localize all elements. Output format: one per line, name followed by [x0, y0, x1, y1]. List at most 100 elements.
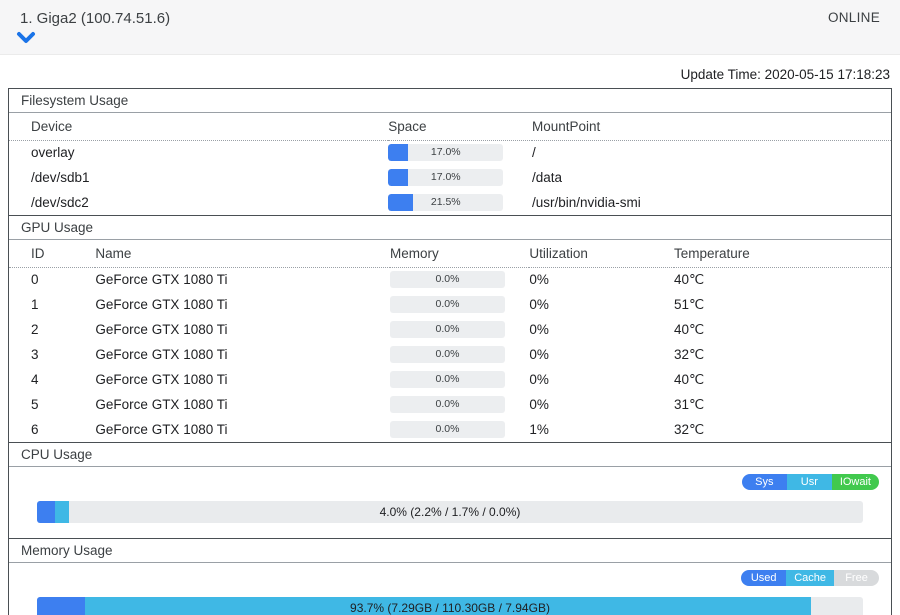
- gpu-id-cell: 5: [31, 397, 39, 412]
- column-header-space: Space: [388, 118, 427, 134]
- gpu-id-cell: 0: [31, 272, 39, 288]
- mountpoint-cell: /data: [532, 170, 563, 185]
- gpu-name-cell: GeForce GTX 1080 Ti: [95, 397, 228, 412]
- usage-bar-fill: [388, 194, 413, 211]
- gpu-memory-cell: 0.0%: [390, 292, 529, 317]
- usage-bar-fill: [388, 169, 408, 186]
- gpu-utilization-cell: 0%: [529, 397, 549, 412]
- bar-segment-sys: [37, 501, 56, 523]
- usage-bar-value: 0.0%: [435, 273, 460, 286]
- memory-usage-label: 93.7% (7.29GB / 110.30GB / 7.94GB): [350, 601, 550, 615]
- bar-segment-usr: [55, 501, 70, 523]
- gpu-memory-cell: 0.0%: [390, 392, 529, 417]
- gpu-utilization-cell: 0%: [529, 347, 549, 362]
- legend-item-iowait: IOwait: [831, 474, 879, 490]
- space-cell: 21.5%: [388, 190, 532, 215]
- gpu-row: 0 GeForce GTX 1080 Ti 0.0% 0% 40℃: [9, 267, 891, 292]
- usage-bar-value: 17.0%: [430, 171, 461, 183]
- cpu-usage-bar: 4.0% (2.2% / 1.7% / 0.0%): [37, 501, 863, 523]
- gpu-temperature-cell: 32℃: [674, 346, 705, 362]
- cpu-usage-label: 4.0% (2.2% / 1.7% / 0.0%): [379, 505, 521, 519]
- gpu-utilization-cell: 1%: [529, 422, 549, 437]
- status-badge: ONLINE: [827, 10, 880, 25]
- gpu-row: 2 GeForce GTX 1080 Ti 0.0% 0% 40℃: [9, 317, 891, 342]
- collapse-toggle[interactable]: [16, 31, 38, 47]
- filesystem-section-title: Filesystem Usage: [9, 89, 891, 113]
- usage-bar: 0.0%: [390, 421, 506, 438]
- gpu-id-cell: 1: [31, 297, 39, 312]
- gpu-utilization-cell: 0%: [529, 297, 549, 312]
- column-header-temperature: Temperature: [674, 245, 750, 261]
- cpu-section-title: CPU Usage: [9, 443, 891, 467]
- gpu-id-cell: 2: [31, 322, 39, 337]
- gpu-temperature-cell: 40℃: [674, 371, 705, 387]
- gpu-id-cell: 4: [31, 372, 39, 387]
- gpu-row: 1 GeForce GTX 1080 Ti 0.0% 0% 51℃: [9, 292, 891, 317]
- gpu-name-cell: GeForce GTX 1080 Ti: [95, 372, 228, 387]
- usage-bar-value: 0.0%: [435, 323, 460, 335]
- gpu-header-row: ID Name Memory Utilization Temperature: [9, 240, 891, 267]
- gpu-utilization-cell: 0%: [529, 272, 549, 288]
- space-cell: 17.0%: [388, 165, 532, 190]
- gpu-name-cell: GeForce GTX 1080 Ti: [95, 297, 228, 312]
- usage-bar-value: 0.0%: [435, 348, 460, 360]
- filesystem-row: /dev/sdb1 17.0% /data: [9, 165, 891, 190]
- gpu-temperature-cell: 32℃: [674, 421, 705, 437]
- gpu-row: 6 GeForce GTX 1080 Ti 0.0% 1% 32℃: [9, 417, 891, 442]
- column-header-utilization: Utilization: [529, 245, 588, 261]
- memory-usage-bar: 93.7% (7.29GB / 110.30GB / 7.94GB): [37, 597, 863, 615]
- gpu-utilization-cell: 0%: [529, 322, 549, 337]
- gpu-temperature-cell: 31℃: [674, 396, 705, 412]
- legend-item-usr: Usr: [786, 474, 832, 490]
- legend-item-free: Free: [834, 570, 879, 586]
- memory-section: Memory Usage Used Cache Free 93.7% (7.29GB…: [9, 538, 891, 615]
- usage-bar: 0.0%: [390, 321, 506, 338]
- column-header-mountpoint: MountPoint: [532, 118, 601, 134]
- column-header-device: Device: [31, 118, 73, 134]
- gpu-memory-cell: 0.0%: [390, 342, 529, 367]
- gpu-id-cell: 6: [31, 422, 39, 437]
- memory-section-title: Memory Usage: [9, 539, 891, 563]
- gpu-temperature-cell: 51℃: [674, 296, 705, 312]
- mountpoint-cell: /: [532, 145, 536, 161]
- gpu-row: 3 GeForce GTX 1080 Ti 0.0% 0% 32℃: [9, 342, 891, 367]
- legend-item-sys: Sys: [741, 474, 787, 490]
- legend-item-cache: Cache: [786, 570, 834, 586]
- column-header-name: Name: [95, 245, 132, 261]
- usage-bar-value: 0.0%: [435, 398, 460, 410]
- update-time: Update Time: 2020-05-15 17:18:23: [680, 67, 890, 82]
- usage-bar: 0.0%: [390, 396, 506, 413]
- filesystem-header-row: Device Space MountPoint: [9, 113, 891, 140]
- usage-bar-fill: [388, 144, 408, 162]
- usage-bar-value: 21.5%: [430, 196, 461, 208]
- gpu-temperature-cell: 40℃: [674, 271, 705, 287]
- server-header: 1. Giga2 (100.74.51.6) ONLINE: [0, 0, 900, 55]
- gpu-temperature-cell: 40℃: [674, 321, 705, 337]
- chevron-down-icon: [17, 32, 35, 43]
- mountpoint-cell: /usr/bin/nvidia-smi: [532, 195, 641, 210]
- usage-bar: 17.0%: [388, 169, 504, 186]
- usage-bar: 0.0%: [390, 371, 506, 388]
- gpu-memory-cell: 0.0%: [390, 367, 529, 392]
- gpu-utilization-cell: 0%: [529, 372, 549, 387]
- usage-bar-value: 0.0%: [435, 373, 460, 385]
- gpu-name-cell: GeForce GTX 1080 Ti: [95, 422, 228, 437]
- gpu-memory-cell: 0.0%: [390, 317, 529, 342]
- gpu-name-cell: GeForce GTX 1080 Ti: [95, 322, 228, 337]
- gpu-memory-cell: 0.0%: [390, 267, 529, 292]
- memory-legend: Used Cache Free: [741, 570, 879, 586]
- bar-segment-cache: [84, 597, 811, 615]
- gpu-table-body: 0 GeForce GTX 1080 Ti 0.0% 0% 40℃ 1 GeForce GT…: [9, 267, 891, 442]
- gpu-table: ID Name Memory Utilization Temperature 0…: [9, 240, 891, 442]
- column-header-id: ID: [31, 245, 45, 261]
- bar-segment-used: [37, 597, 85, 615]
- usage-bar: 0.0%: [390, 346, 506, 363]
- usage-bar-value: 17.0%: [430, 146, 461, 159]
- filesystem-row: /dev/sdc2 21.5% /usr/bin/nvidia-smi: [9, 190, 891, 215]
- usage-bar-value: 0.0%: [435, 298, 460, 310]
- dashboard-sections: Filesystem Usage Device Space MountPoint…: [8, 88, 892, 615]
- column-header-memory: Memory: [390, 245, 439, 261]
- usage-bar: 0.0%: [390, 296, 506, 313]
- space-cell: 17.0%: [388, 140, 532, 165]
- device-cell: /dev/sdb1: [31, 170, 90, 185]
